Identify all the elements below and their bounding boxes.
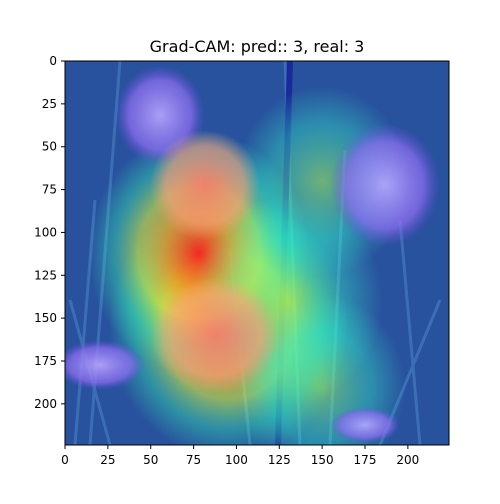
y-tick-label: 50 — [42, 140, 57, 154]
x-tick-label: 150 — [311, 453, 334, 467]
y-tick-label: 75 — [42, 183, 57, 197]
flower-bottom-left — [55, 340, 145, 390]
x-tick-label: 0 — [61, 453, 69, 467]
flower-lower-middle — [150, 277, 280, 393]
x-tick-label: 175 — [354, 453, 377, 467]
x-tick-label: 125 — [268, 453, 291, 467]
y-tick-label: 25 — [42, 97, 57, 111]
x-axis: 0 25 50 75 100 125 150 175 200 — [61, 445, 419, 467]
x-tick-label: 75 — [186, 453, 201, 467]
y-tick-label: 0 — [49, 54, 57, 68]
y-tick-label: 100 — [34, 225, 57, 239]
heatmap-image — [55, 61, 449, 479]
y-tick-label: 150 — [34, 311, 57, 325]
flower-bottom-right — [330, 407, 400, 443]
flower-upper-middle — [150, 130, 260, 240]
y-axis: 0 25 50 75 100 125 150 175 200 — [34, 54, 65, 411]
flower-right — [330, 123, 440, 247]
y-tick-label: 175 — [34, 354, 57, 368]
x-tick-label: 50 — [143, 453, 158, 467]
y-tick-label: 125 — [34, 268, 57, 282]
x-tick-label: 100 — [225, 453, 248, 467]
y-tick-label: 200 — [34, 397, 57, 411]
x-tick-label: 200 — [396, 453, 419, 467]
x-tick-label: 25 — [100, 453, 115, 467]
chart-title: Grad-CAM: pred:: 3, real: 3 — [150, 37, 365, 56]
